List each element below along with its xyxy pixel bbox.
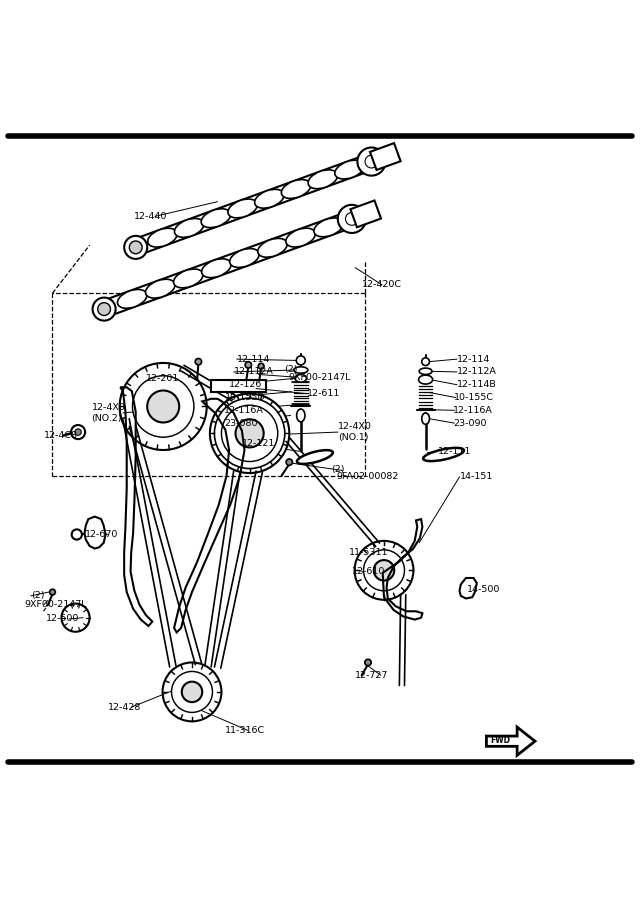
Text: 12-440: 12-440 bbox=[134, 212, 168, 220]
Circle shape bbox=[163, 662, 221, 722]
Circle shape bbox=[364, 550, 404, 590]
Ellipse shape bbox=[202, 259, 231, 277]
Circle shape bbox=[98, 302, 111, 316]
Ellipse shape bbox=[419, 375, 433, 384]
Ellipse shape bbox=[286, 459, 292, 465]
Ellipse shape bbox=[286, 229, 316, 247]
Bar bbox=[211, 380, 266, 392]
Ellipse shape bbox=[201, 209, 230, 228]
Ellipse shape bbox=[282, 180, 311, 198]
Text: 12-428: 12-428 bbox=[108, 703, 141, 712]
Polygon shape bbox=[460, 578, 477, 599]
Text: 14-500: 14-500 bbox=[467, 585, 500, 594]
Ellipse shape bbox=[294, 367, 308, 374]
Text: 10-155C: 10-155C bbox=[454, 393, 494, 402]
Text: 12-4C8: 12-4C8 bbox=[44, 431, 77, 440]
Circle shape bbox=[120, 363, 207, 450]
Circle shape bbox=[71, 425, 85, 439]
Text: 12-116A: 12-116A bbox=[453, 406, 493, 415]
Text: 12-114: 12-114 bbox=[457, 355, 490, 364]
Ellipse shape bbox=[228, 199, 257, 218]
Ellipse shape bbox=[422, 358, 429, 365]
Circle shape bbox=[355, 541, 413, 599]
Text: 12-727: 12-727 bbox=[355, 670, 388, 680]
Ellipse shape bbox=[365, 660, 371, 666]
Text: 12-4X0
(NO.1): 12-4X0 (NO.1) bbox=[338, 422, 372, 442]
Ellipse shape bbox=[419, 368, 432, 374]
Circle shape bbox=[129, 241, 142, 254]
Text: 11-5311: 11-5311 bbox=[349, 548, 388, 557]
Text: 12-114B: 12-114B bbox=[457, 380, 497, 389]
Circle shape bbox=[338, 205, 366, 233]
Text: 12-611: 12-611 bbox=[307, 389, 340, 398]
Polygon shape bbox=[486, 727, 535, 755]
Ellipse shape bbox=[314, 218, 343, 237]
Text: 12-114: 12-114 bbox=[237, 355, 270, 364]
Circle shape bbox=[182, 681, 202, 702]
Text: 12-201: 12-201 bbox=[146, 374, 179, 382]
Text: 12-500: 12-500 bbox=[46, 615, 79, 624]
Circle shape bbox=[357, 148, 385, 176]
Text: 12-610: 12-610 bbox=[352, 567, 385, 576]
Polygon shape bbox=[84, 517, 106, 549]
Circle shape bbox=[72, 529, 82, 540]
Text: 12-126: 12-126 bbox=[229, 380, 262, 389]
Ellipse shape bbox=[230, 248, 259, 267]
Text: 10-155D: 10-155D bbox=[225, 393, 266, 402]
Circle shape bbox=[132, 376, 194, 437]
Circle shape bbox=[236, 419, 264, 447]
Ellipse shape bbox=[148, 229, 177, 248]
Circle shape bbox=[124, 236, 147, 259]
Polygon shape bbox=[351, 201, 381, 228]
Ellipse shape bbox=[297, 450, 333, 464]
Text: 12-121: 12-121 bbox=[242, 439, 275, 448]
Text: (2): (2) bbox=[31, 591, 44, 600]
Ellipse shape bbox=[296, 356, 305, 364]
Ellipse shape bbox=[195, 358, 202, 365]
Circle shape bbox=[374, 560, 394, 580]
Text: 12-111: 12-111 bbox=[438, 446, 472, 455]
Text: 14-151: 14-151 bbox=[460, 472, 493, 482]
Ellipse shape bbox=[259, 364, 264, 369]
Text: 12-112A: 12-112A bbox=[457, 367, 497, 376]
Ellipse shape bbox=[175, 219, 204, 238]
Circle shape bbox=[172, 671, 212, 713]
Circle shape bbox=[210, 393, 289, 473]
Text: 9XF00-2147L: 9XF00-2147L bbox=[288, 373, 351, 382]
Ellipse shape bbox=[308, 170, 337, 189]
Circle shape bbox=[93, 298, 116, 320]
Text: 12-420C: 12-420C bbox=[362, 281, 402, 290]
Polygon shape bbox=[370, 143, 401, 170]
Text: 11-316C: 11-316C bbox=[225, 725, 266, 734]
Ellipse shape bbox=[296, 409, 305, 422]
Text: (2): (2) bbox=[284, 364, 298, 373]
Text: 23-080: 23-080 bbox=[224, 418, 257, 427]
Text: 9FA02-00082: 9FA02-00082 bbox=[336, 472, 398, 482]
Text: FWD: FWD bbox=[490, 736, 510, 745]
Text: 12-112A: 12-112A bbox=[234, 367, 273, 376]
Ellipse shape bbox=[173, 269, 203, 288]
Ellipse shape bbox=[50, 590, 56, 595]
Ellipse shape bbox=[422, 413, 429, 425]
Text: 9XF00-2147L: 9XF00-2147L bbox=[24, 600, 87, 609]
Ellipse shape bbox=[145, 279, 175, 298]
Ellipse shape bbox=[118, 290, 147, 309]
Text: (2): (2) bbox=[332, 464, 345, 473]
Circle shape bbox=[147, 391, 179, 422]
Circle shape bbox=[61, 604, 90, 632]
Circle shape bbox=[75, 429, 81, 436]
Ellipse shape bbox=[258, 238, 287, 257]
Text: 12-116A: 12-116A bbox=[224, 406, 264, 415]
Ellipse shape bbox=[423, 448, 464, 461]
Text: 12-670: 12-670 bbox=[85, 530, 118, 539]
Ellipse shape bbox=[245, 362, 252, 368]
Ellipse shape bbox=[335, 160, 364, 179]
Ellipse shape bbox=[255, 189, 284, 208]
Text: 12-4X0
(NO.2): 12-4X0 (NO.2) bbox=[92, 403, 125, 423]
Circle shape bbox=[221, 405, 278, 462]
Text: 23-090: 23-090 bbox=[453, 418, 486, 427]
Ellipse shape bbox=[295, 374, 307, 382]
